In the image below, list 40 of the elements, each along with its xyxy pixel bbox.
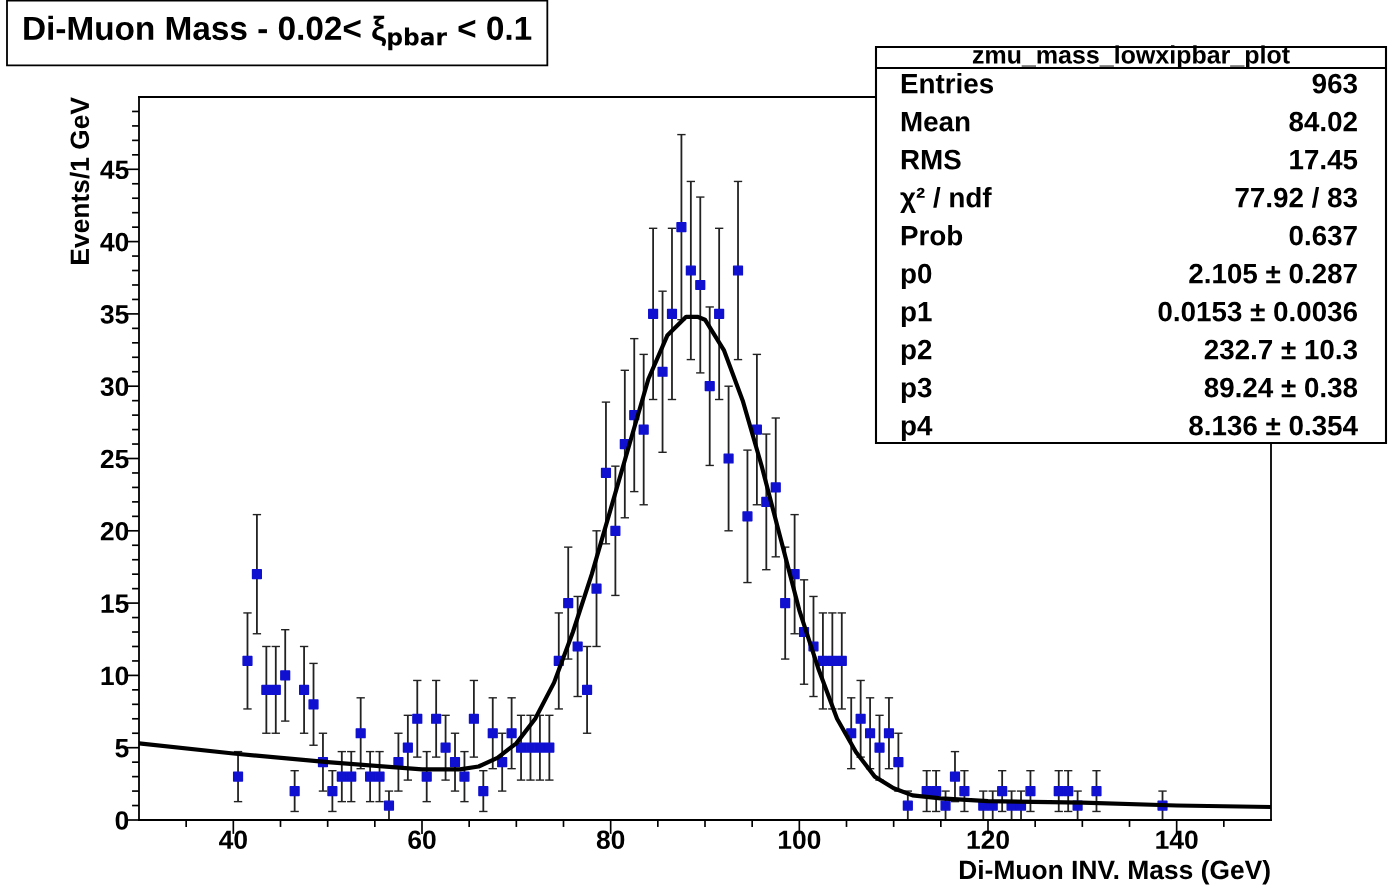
annotation: χ² / ndf: [900, 187, 992, 213]
chart-title: Di-Muon Mass - 0.02< ξ$_{pbar}$ < 0.1: [24, 15, 532, 51]
annotation: p0: [901, 263, 932, 289]
y-tick-label: 40: [100, 232, 129, 252]
text: zmu_mass_lowxipbar_plot: [972, 45, 1290, 69]
annotation: 77.92 / 83: [1235, 187, 1358, 208]
x-tick-label: 60: [408, 830, 436, 850]
annotation: p2: [901, 339, 932, 365]
text: 84.02: [1289, 111, 1357, 132]
x-tick-label: 100: [778, 830, 821, 850]
text: Entries: [901, 73, 994, 94]
y-tick-label: 15: [101, 594, 129, 613]
y-tick-label: 35: [100, 305, 129, 324]
annotation: Mean: [901, 112, 970, 132]
annotation: p1: [901, 302, 932, 327]
x-tick-label: 80: [596, 830, 625, 850]
text: 963: [1312, 73, 1357, 94]
text: 0.637: [1289, 225, 1357, 246]
annotation: 232.7 ± 10.3: [1204, 339, 1358, 360]
y-tick-label: 0: [115, 811, 129, 830]
x-axis-title: Di-Muon INV. Mass (GeV): [959, 859, 1270, 885]
x-tick-label: 120: [967, 830, 1009, 850]
y-tick-label: 20: [100, 521, 129, 541]
annotation: 2.105 ± 0.287: [1189, 263, 1357, 284]
annotation: Prob: [901, 225, 963, 246]
annotation: p3: [901, 377, 932, 403]
x-tick-label: 40: [219, 830, 247, 850]
text: 17.45: [1290, 150, 1358, 170]
annotation: 8.136 ± 0.354: [1189, 415, 1358, 436]
y-axis-title: Events/1 GeV: [69, 97, 90, 264]
y-tick-label: 10: [101, 666, 129, 686]
annotation: 0.0153 ± 0.0036: [1158, 301, 1358, 322]
annotation: RMS: [901, 149, 961, 170]
annotation: p4: [901, 416, 933, 441]
annotation: 89.24 ± 0.38: [1204, 377, 1358, 398]
y-tick-label: 25: [100, 449, 129, 469]
x-tick-label: 140: [1156, 830, 1198, 850]
y-tick-label: 30: [100, 377, 129, 397]
y-tick-label: 45: [100, 160, 129, 180]
y-tick-label: 5: [115, 739, 129, 758]
